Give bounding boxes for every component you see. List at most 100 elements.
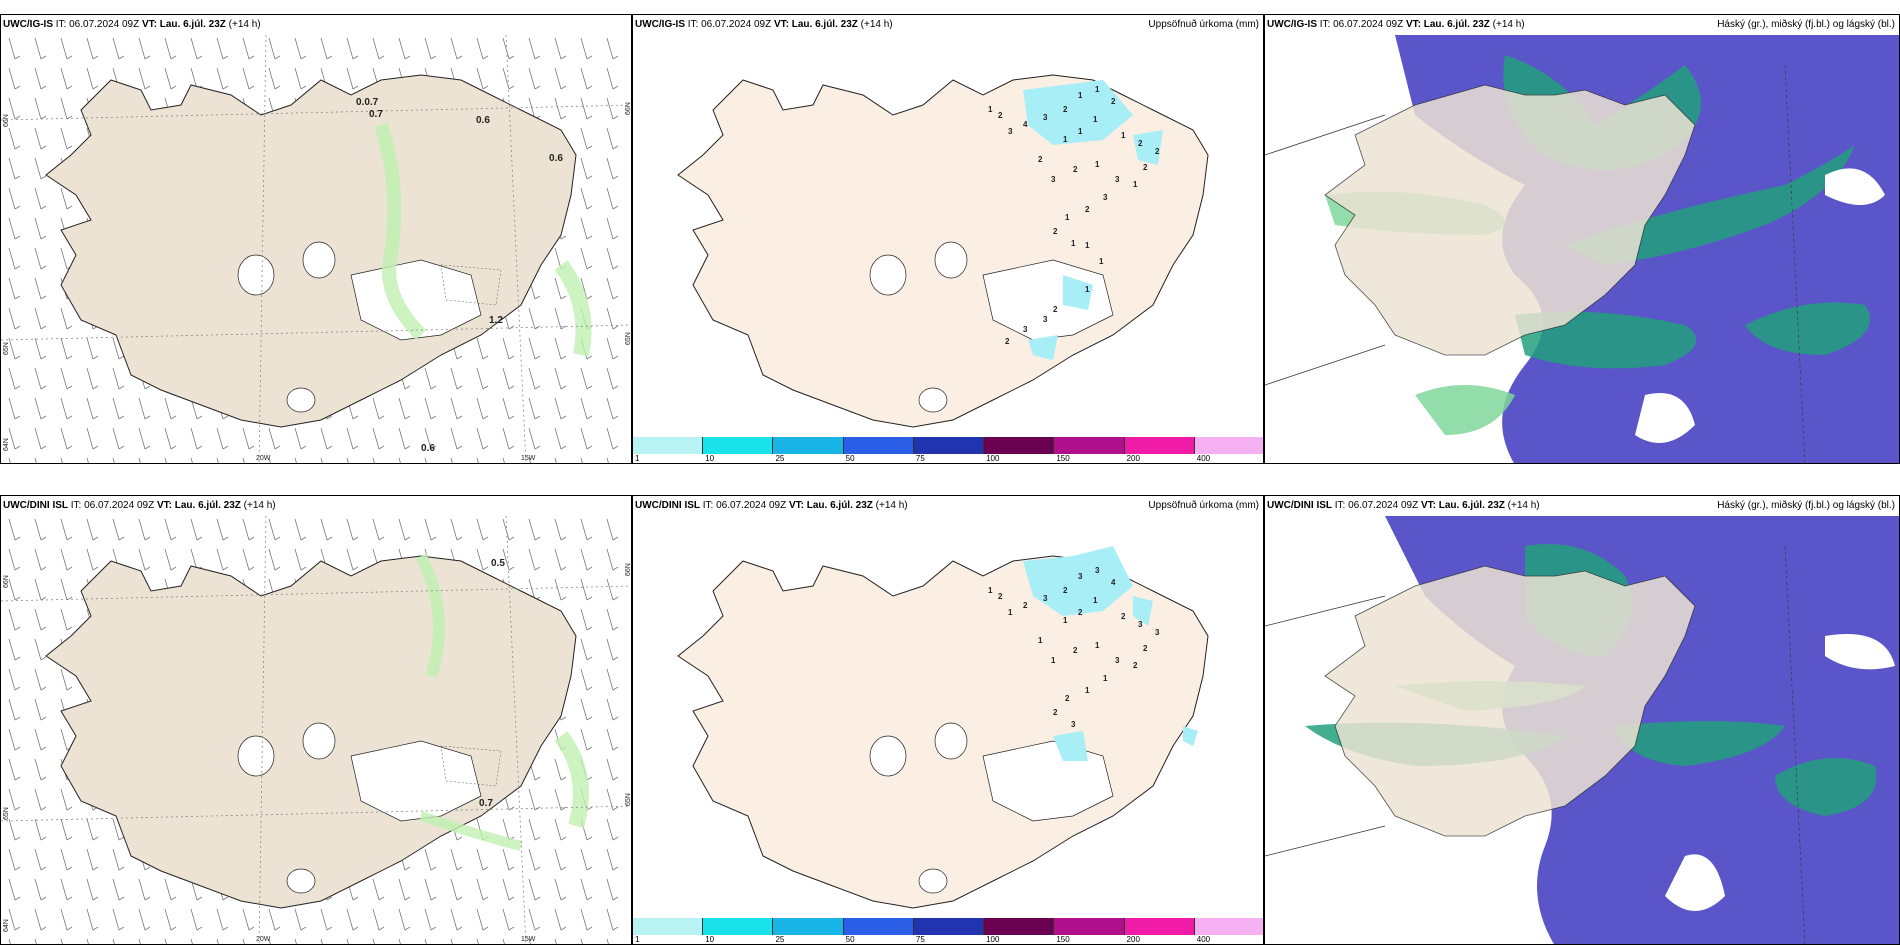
precip-value-label: 1 xyxy=(1063,616,1068,625)
colorbar-swatch xyxy=(633,437,704,454)
lon-label: 20W xyxy=(256,936,271,943)
precip-value-label: 1 xyxy=(1078,127,1083,136)
colorbar-swatch xyxy=(1194,918,1263,935)
precip-title: Uppsöfnuð úrkoma (mm) xyxy=(1148,500,1259,511)
precip-value-label: 3 xyxy=(1051,175,1056,184)
lat-label: 65N xyxy=(625,332,632,345)
wind-value-label: 0.0.7 xyxy=(356,97,379,108)
cloud-title: Háský (gr.), miðský (fj.bl.) og lágský (… xyxy=(1717,19,1895,30)
precip-value-label: 3 xyxy=(1043,315,1048,324)
colorbar-swatch xyxy=(843,918,914,935)
precip-value-label: 1 xyxy=(1078,91,1083,100)
wind-map-panel-row1: UWC/IG-IS IT: 06.07.2024 09Z VT: Lau. 6.… xyxy=(0,14,632,464)
precip-value-label: 1 xyxy=(1095,85,1100,94)
precip-value-label: 2 xyxy=(1155,147,1160,156)
colorbar-tick-label: 200 xyxy=(1126,454,1140,463)
colorbar-tick-label: 400 xyxy=(1196,454,1211,463)
colorbar-swatch xyxy=(843,437,914,454)
precip-value-label: 1 xyxy=(1121,131,1126,140)
lat-label: 65N xyxy=(3,342,10,355)
precip-value-label: 2 xyxy=(1053,227,1058,236)
precip-value-label: 2 xyxy=(998,592,1003,601)
cloud-map-panel-row1: UWC/IG-IS IT: 06.07.2024 09Z VT: Lau. 6.… xyxy=(1264,14,1900,464)
colorbar-tick-label: 150 xyxy=(1056,454,1070,463)
panel-header: UWC/DINI ISL IT: 06.07.2024 09Z VT: Lau.… xyxy=(3,500,276,511)
colorbar-swatch xyxy=(913,918,985,935)
precip-value-label: 2 xyxy=(1065,694,1070,703)
panel-header: UWC/DINI ISL IT: 06.07.2024 09Z VT: Lau.… xyxy=(1265,496,1899,516)
precip-value-label: 3 xyxy=(1071,720,1076,729)
colorbar-tick-label: 25 xyxy=(775,935,785,944)
precip-value-label: 1 xyxy=(1085,686,1090,695)
precip-value-label: 1 xyxy=(1093,596,1098,605)
colorbar-swatch xyxy=(1124,918,1195,935)
colorbar-tick-label: 1 xyxy=(635,454,640,463)
lon-label: 20W xyxy=(256,455,271,462)
panel-header: UWC/IG-IS IT: 06.07.2024 09Z VT: Lau. 6.… xyxy=(3,19,261,30)
lat-label: 66N xyxy=(3,575,10,588)
precip-value-label: 1 xyxy=(1093,115,1098,124)
precip-value-label: 2 xyxy=(998,111,1003,120)
wind-value-label: 0.7 xyxy=(369,109,383,120)
precip-value-label: 4 xyxy=(1111,578,1116,587)
precip-value-label: 2 xyxy=(1023,601,1028,610)
wind-map-canvas xyxy=(1,516,631,944)
precip-value-label: 3 xyxy=(1115,175,1120,184)
precip-value-label: 1 xyxy=(1085,285,1090,294)
precip-colorbar: 1 10 25 50 75 100 150 200 400 xyxy=(633,918,1263,944)
colorbar-swatch xyxy=(773,918,844,935)
precip-value-label: 1 xyxy=(1071,239,1076,248)
precip-value-label: 3 xyxy=(1115,656,1120,665)
colorbar-swatch xyxy=(1124,437,1195,454)
precip-map-panel-row2: UWC/DINI ISL IT: 06.07.2024 09Z VT: Lau.… xyxy=(632,495,1264,945)
precip-value-label: 2 xyxy=(1053,305,1058,314)
precip-value-label: 3 xyxy=(1008,127,1013,136)
panel-header: UWC/IG-IS IT: 06.07.2024 09Z VT: Lau. 6.… xyxy=(1265,15,1899,35)
precip-value-label: 2 xyxy=(1038,155,1043,164)
lat-label: 66N xyxy=(3,114,10,127)
colorbar-tick-label: 10 xyxy=(705,935,715,944)
precip-value-label: 2 xyxy=(1078,608,1083,617)
precip-value-label: 3 xyxy=(1023,325,1028,334)
colorbar-swatch xyxy=(703,437,774,454)
wind-value-label: 0.7 xyxy=(479,798,493,809)
lat-label: 64N xyxy=(3,919,10,932)
precip-value-label: 2 xyxy=(1085,205,1090,214)
colorbar-swatch xyxy=(1194,437,1263,454)
lat-label: 66N xyxy=(625,102,632,115)
precip-value-label: 3 xyxy=(1043,113,1048,122)
colorbar-tick-label: 400 xyxy=(1196,935,1211,944)
wind-map-canvas xyxy=(1,35,631,463)
precip-colorbar: 1 10 25 50 75 100 150 200 400 xyxy=(633,437,1263,463)
precip-value-label: 1 xyxy=(1103,674,1108,683)
precip-value-label: 2 xyxy=(1133,661,1138,670)
precip-value-label: 1 xyxy=(1133,180,1138,189)
colorbar-tick-label: 25 xyxy=(775,454,785,463)
wind-value-label: 1.2 xyxy=(489,315,503,326)
precip-value-label: 1 xyxy=(1008,608,1013,617)
colorbar-tick-label: 10 xyxy=(705,454,715,463)
precip-map-canvas xyxy=(677,74,1209,428)
precip-value-label: 2 xyxy=(1073,165,1078,174)
precip-map-panel-row1: UWC/IG-IS IT: 06.07.2024 09Z VT: Lau. 6.… xyxy=(632,14,1264,464)
lat-label: 65N xyxy=(625,793,632,806)
precip-value-label: 1 xyxy=(1063,135,1068,144)
precip-value-label: 3 xyxy=(1078,572,1083,581)
colorbar-tick-label: 50 xyxy=(845,935,855,944)
colorbar-tick-label: 1 xyxy=(635,935,640,944)
colorbar-swatch xyxy=(913,437,985,454)
precip-title: Uppsöfnuð úrkoma (mm) xyxy=(1148,19,1259,30)
wind-map-panel-row2: UWC/DINI ISL IT: 06.07.2024 09Z VT: Lau.… xyxy=(0,495,632,945)
precip-value-label: 1 xyxy=(1095,641,1100,650)
precip-value-label: 2 xyxy=(1143,163,1148,172)
precip-value-label: 1 xyxy=(988,105,993,114)
precip-value-label: 2 xyxy=(1063,586,1068,595)
precip-value-label: 1 xyxy=(1065,213,1070,222)
precip-map-canvas xyxy=(677,546,1209,909)
colorbar-tick-label: 75 xyxy=(915,935,925,944)
precip-value-label: 2 xyxy=(1138,139,1143,148)
precip-value-label: 3 xyxy=(1155,628,1160,637)
lon-label: 15W xyxy=(521,936,536,943)
colorbar-swatch xyxy=(1054,437,1125,454)
colorbar-swatch xyxy=(984,918,1055,935)
